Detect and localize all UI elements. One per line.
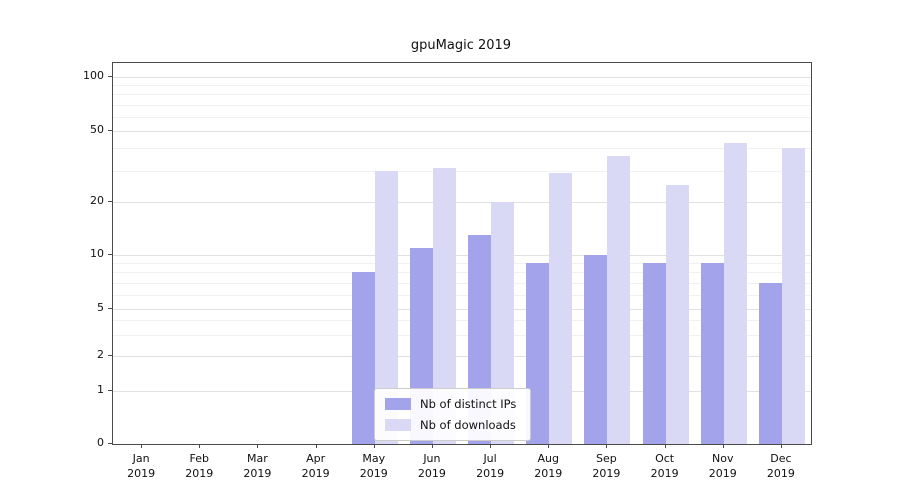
legend-label-downloads: Nb of downloads: [420, 418, 516, 432]
chart-title: gpuMagic 2019: [410, 38, 512, 53]
y-tick-label: 2: [97, 347, 104, 361]
y-tick-label: 5: [97, 301, 104, 314]
grid-line-minor: [113, 263, 811, 265]
grid-line-major: [113, 76, 811, 78]
y-tick-label: 1: [97, 383, 104, 397]
legend-swatch-downloads: [385, 419, 411, 431]
x-tick-label: Jan 2019: [127, 452, 156, 481]
legend-entry-distinct-ips: Nb of distinct IPs: [385, 397, 516, 411]
x-tick-label: Feb 2019: [185, 452, 214, 481]
x-tick-mark: [780, 444, 782, 448]
x-tick-mark: [141, 444, 143, 448]
grid-line-major: [113, 131, 811, 132]
bar-distinct-ips: [526, 263, 550, 444]
grid-line-minor: [113, 320, 811, 322]
grid-line-minor: [113, 94, 811, 96]
bar-downloads: [665, 184, 689, 444]
grid-line-major: [113, 309, 811, 310]
x-tick-mark: [722, 444, 724, 448]
x-tick-label: Aug 2019: [534, 452, 563, 481]
bar-downloads: [607, 156, 631, 444]
y-tick-label: 100: [83, 68, 104, 82]
bar-downloads: [491, 201, 515, 444]
bar-distinct-ips: [700, 263, 724, 444]
x-tick-mark: [257, 444, 259, 448]
x-tick-label: Mar 2019: [243, 452, 272, 481]
legend: Nb of distinct IPs Nb of downloads: [374, 388, 532, 441]
grid-line-minor: [113, 148, 811, 150]
x-tick-label: Sep 2019: [592, 452, 621, 481]
y-tick-mark: [108, 75, 112, 77]
y-tick-mark: [108, 390, 112, 392]
x-tick-mark: [373, 444, 375, 448]
x-tick-label: Apr 2019: [301, 452, 330, 481]
y-tick-label: 20: [90, 193, 104, 207]
x-tick-label: Nov 2019: [708, 452, 737, 481]
x-tick-mark: [315, 444, 317, 448]
bar-distinct-ips: [642, 263, 666, 444]
bar-downloads: [374, 170, 398, 444]
bar-downloads: [781, 148, 805, 444]
y-tick-mark: [108, 200, 112, 202]
plot-area: [112, 62, 812, 445]
y-tick-mark: [108, 354, 112, 356]
bar-downloads: [549, 173, 573, 444]
bar-distinct-ips: [351, 272, 375, 444]
x-tick-label: Dec 2019: [766, 452, 795, 481]
grid-line-major: [113, 355, 811, 357]
bar-distinct-ips: [584, 254, 608, 444]
grid-line-minor: [113, 335, 811, 337]
bar-downloads: [432, 168, 456, 444]
legend-entry-downloads: Nb of downloads: [385, 418, 516, 432]
x-tick-label: Jul 2019: [476, 452, 505, 481]
grid-line-major: [113, 201, 811, 203]
x-tick-mark: [606, 444, 608, 448]
x-tick-mark: [199, 444, 201, 448]
x-tick-label: Jun 2019: [417, 452, 446, 481]
legend-swatch-distinct-ips: [385, 398, 411, 410]
x-tick-mark: [664, 444, 666, 448]
bar-distinct-ips: [758, 282, 782, 444]
y-tick-label: 0: [97, 436, 104, 449]
y-tick-label: 50: [90, 123, 104, 136]
y-tick-mark: [108, 308, 112, 309]
y-tick-label: 10: [90, 246, 104, 260]
x-tick-mark: [490, 444, 492, 448]
grid-line-minor: [113, 116, 811, 118]
grid-line-minor: [113, 85, 811, 87]
grid-line-minor: [113, 170, 811, 172]
x-tick-label: May 2019: [359, 452, 388, 481]
grid-line-minor: [113, 272, 811, 274]
x-tick-mark: [431, 444, 433, 448]
x-tick-mark: [548, 444, 550, 448]
x-tick-label: Oct 2019: [650, 452, 679, 481]
legend-label-distinct-ips: Nb of distinct IPs: [420, 397, 517, 411]
grid-line-minor: [113, 294, 811, 296]
y-tick-mark: [108, 130, 112, 131]
grid-line-minor: [113, 282, 811, 284]
grid-line-minor: [113, 104, 811, 106]
y-tick-mark: [108, 253, 112, 255]
bar-downloads: [723, 142, 747, 444]
grid-line-major: [113, 254, 811, 256]
y-tick-mark: [108, 443, 112, 444]
